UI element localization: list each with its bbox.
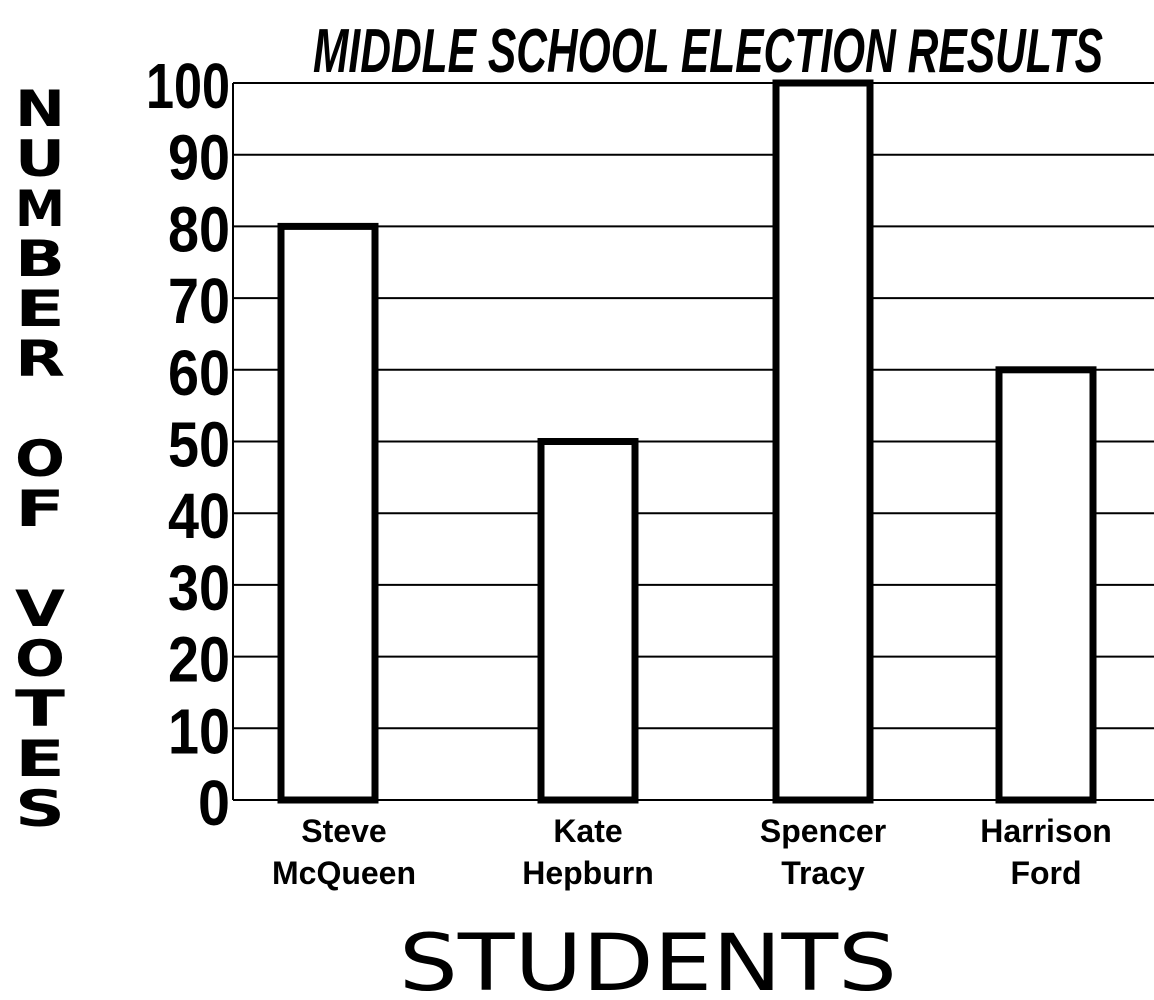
y-tick-label: 80 xyxy=(168,193,230,265)
y-tick-label: 10 xyxy=(168,695,230,767)
bars xyxy=(277,79,1097,804)
y-tick-label: 40 xyxy=(168,480,230,552)
x-tick-label: Hepburn xyxy=(522,855,654,891)
gridlines xyxy=(232,82,1154,801)
bar xyxy=(995,366,1097,804)
y-axis-label-letter: E xyxy=(15,730,65,788)
bar xyxy=(772,79,874,804)
x-tick-labels: Steve McQueen Kate Hepburn Spencer Tracy Harri… xyxy=(272,813,1112,891)
y-tick-label: 0 xyxy=(198,767,230,839)
y-axis-label-letter: S xyxy=(15,780,65,838)
y-axis-label-letter: O xyxy=(15,430,65,488)
x-tick-label: Ford xyxy=(1010,855,1081,891)
y-tick-label: 70 xyxy=(168,265,230,337)
y-axis-label-letter: E xyxy=(15,280,65,338)
y-axis-label-letter: B xyxy=(15,230,65,288)
y-axis-label-letter: U xyxy=(15,130,65,188)
y-tick-label: 20 xyxy=(168,624,230,696)
y-tick-label: 30 xyxy=(168,552,230,624)
y-axis-label-letter: N xyxy=(15,80,65,138)
y-axis-label-letter: V xyxy=(15,580,65,638)
y-axis-label-letter: T xyxy=(15,680,65,738)
y-tick-label: 100 xyxy=(146,50,230,122)
x-tick-label: Kate xyxy=(553,813,622,849)
x-tick-label: Harrison xyxy=(980,813,1112,849)
y-axis-label-letter: O xyxy=(15,630,65,688)
x-tick-label: Spencer xyxy=(760,813,886,849)
y-axis-label-letter: R xyxy=(15,330,65,388)
bar xyxy=(537,438,639,804)
y-axis-label-letter: F xyxy=(15,480,65,538)
x-tick-label: Steve xyxy=(301,813,386,849)
x-tick-label: Tracy xyxy=(781,855,865,891)
x-tick-label: McQueen xyxy=(272,855,416,891)
x-axis-label: STUDENTS xyxy=(399,919,897,1000)
chart-title: MIDDLE SCHOOL ELECTION RESULTS xyxy=(313,17,1103,86)
y-axis-label-letter: M xyxy=(15,180,65,238)
y-tick-label: 60 xyxy=(168,337,230,409)
y-tick-label: 90 xyxy=(168,122,230,194)
bar xyxy=(277,222,379,804)
y-tick-label: 50 xyxy=(168,409,230,481)
